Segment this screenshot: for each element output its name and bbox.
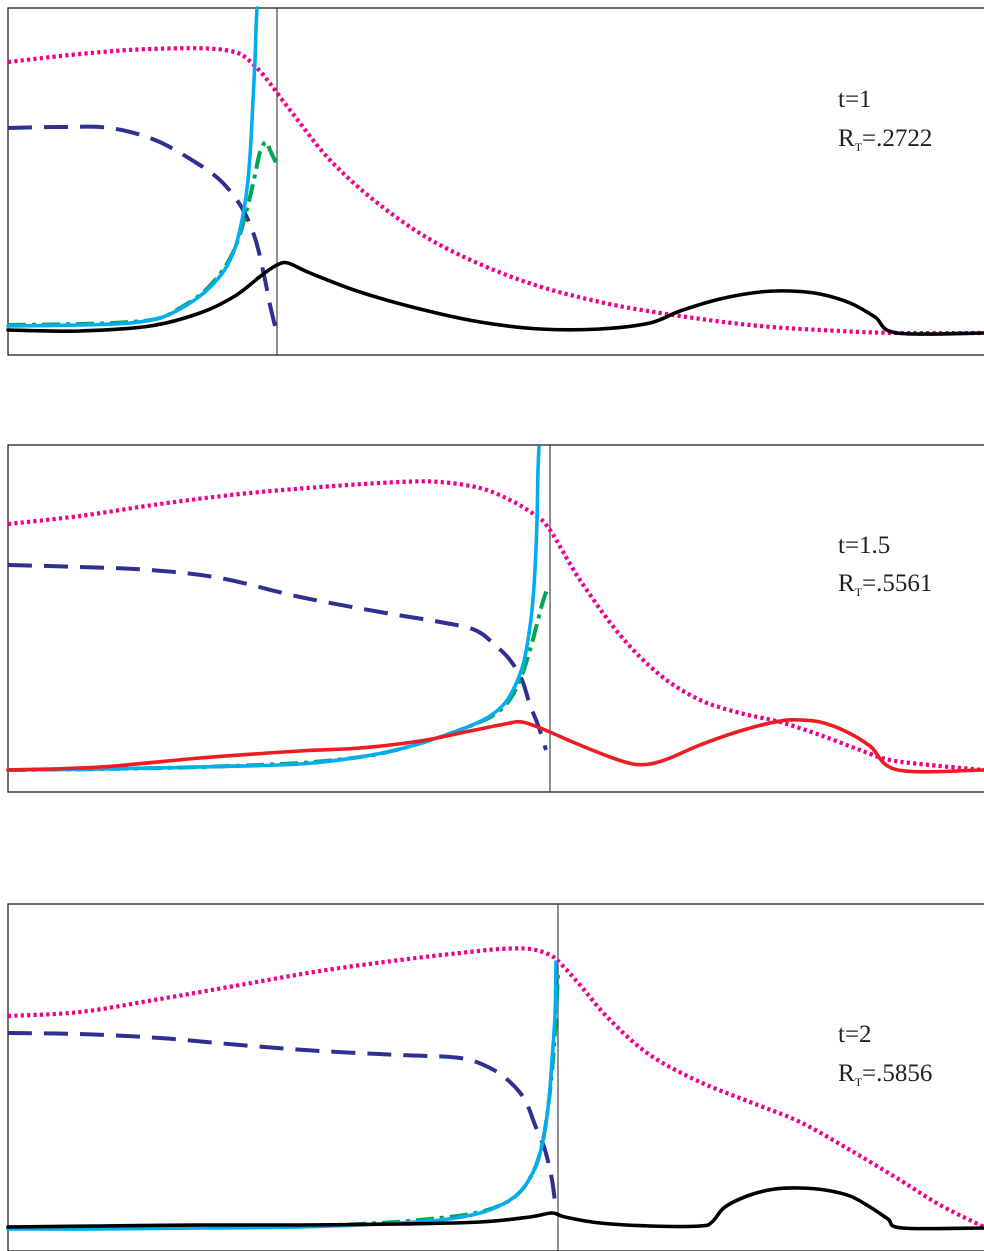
panel-1: t=1 RT=.2722 [6,6,984,356]
panel-2-series [6,445,984,774]
panel-2-series-5-line [6,717,984,774]
panel-3-series-3-line [7,974,560,1231]
panel-2-series-1-line [7,479,984,773]
panel-1-series-3-line [7,140,279,327]
panel-3: t=2 RT=.5856 [6,903,984,1251]
panel-2: t=1.5 RT=.5561 [6,444,984,793]
panel-2-radius-label: RT=.5561 [838,570,932,599]
panel-2-series-2-line [7,563,548,751]
panel-2-radius-main: R [838,570,855,597]
panel-1-series [6,6,984,336]
panel-3-radius-value: =.5856 [862,1060,932,1087]
panel-2-frame [7,444,984,793]
panel-1-series-4-line [6,6,259,328]
panel-3-radius-main: R [838,1060,855,1087]
panel-3-radius-label: RT=.5856 [838,1060,932,1089]
panel-3-series-2-line [7,1031,558,1211]
panel-2-series-4-line [6,445,541,772]
panel-3-radius-sub: T [855,1075,863,1089]
panel-3-series-4-line [6,960,558,1231]
panel-3-frame [7,903,984,1251]
panel-1-series-2-line [7,124,278,331]
panel-1-radius-sub: T [855,140,863,154]
panel-1-frame [7,7,984,356]
panel-2-time-label: t=1.5 [838,532,890,559]
panel-3-time-label: t=2 [838,1021,872,1048]
panel-1-series-5-line [6,260,984,336]
panel-2-radius-value: =.5561 [862,570,932,597]
panel-2-series-3-line [7,587,550,772]
panel-3-series [6,946,984,1231]
panel-3-series-5-line [6,1186,984,1231]
panel-3-series-1-line [7,946,984,1229]
panel-1-radius-label: RT=.2722 [838,125,932,154]
panel-1-radius-main: R [838,125,855,152]
panel-1-series-1-line [7,46,984,336]
panel-2-radius-sub: T [855,585,863,599]
panel-1-radius-value: =.2722 [862,125,932,152]
panel-1-time-label: t=1 [838,86,872,113]
